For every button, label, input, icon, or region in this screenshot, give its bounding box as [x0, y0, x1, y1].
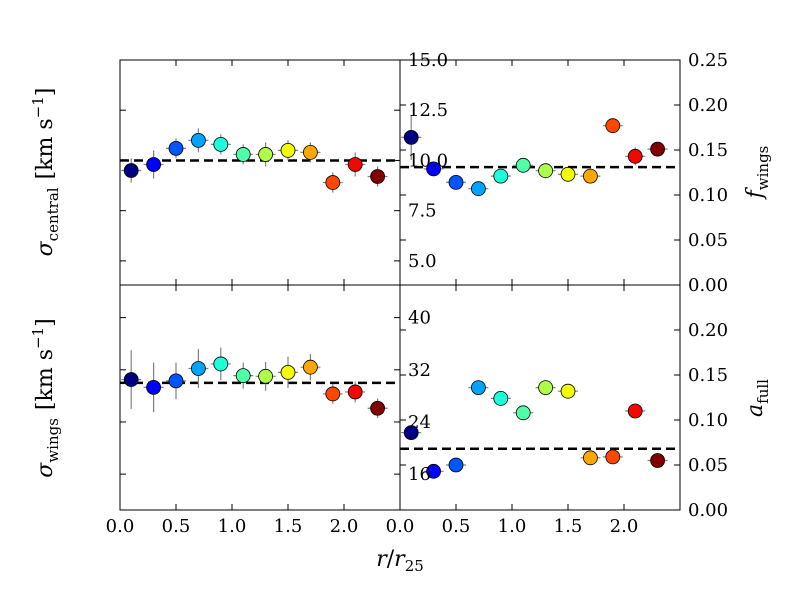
- data-point: [470, 181, 486, 197]
- data-point: [280, 143, 296, 158]
- y-tick-label: 0.25: [688, 50, 728, 71]
- x-tick-label: 0.0: [386, 516, 415, 537]
- data-point: [370, 400, 386, 416]
- y-tick-label: 16: [408, 464, 431, 485]
- y-tick-label: 0.10: [688, 410, 728, 431]
- data-point: [168, 373, 184, 389]
- x-tick-label: 1.0: [498, 516, 527, 537]
- data-point: [123, 163, 139, 178]
- panel-bottom-right: [399, 284, 681, 511]
- y-tick-label: 0.20: [688, 320, 728, 341]
- data-point: [302, 145, 318, 160]
- ylabel-sigma-wings: σwings[km s−1]: [29, 318, 62, 477]
- x-tick-label: 0.0: [106, 516, 135, 537]
- data-point: [426, 463, 442, 479]
- y-tick-label: 5.0: [408, 251, 437, 272]
- data-point: [448, 457, 464, 473]
- data-point: [190, 132, 206, 148]
- data-point: [213, 136, 229, 152]
- y-tick-label: 15.0: [408, 50, 448, 71]
- panel-bottom-left: [119, 284, 401, 511]
- data-point: [325, 386, 341, 402]
- data-point: [235, 147, 251, 162]
- data-point: [347, 157, 363, 172]
- x-tick-label: 2.0: [330, 516, 359, 537]
- data-point: [370, 169, 386, 184]
- y-tick-label: 0.00: [688, 275, 728, 296]
- data-point: [560, 383, 576, 399]
- data-point: [493, 168, 509, 184]
- axes-frame: [399, 284, 681, 511]
- x-tick-label: 1.0: [218, 516, 247, 537]
- ylabel-a-full: afull: [743, 379, 772, 417]
- data-point: [325, 175, 341, 190]
- data-point: [403, 129, 419, 145]
- data-point: [426, 161, 442, 177]
- data-point: [280, 364, 296, 380]
- data-point: [515, 405, 531, 421]
- data-point: [605, 449, 621, 465]
- y-tick-label: 0.15: [688, 140, 728, 161]
- y-tick-label: 0.00: [688, 500, 728, 521]
- y-tick-label: 40: [408, 308, 431, 329]
- y-tick-label: 0.10: [688, 185, 728, 206]
- ylabel-sigma-central: σcentral[km s−1]: [29, 88, 62, 257]
- data-point: [403, 425, 419, 441]
- data-point: [583, 168, 598, 184]
- panel-top-right: [399, 59, 681, 286]
- y-tick-label: 0.15: [688, 365, 728, 386]
- panel-top-left: [119, 59, 401, 286]
- data-point: [560, 166, 576, 182]
- data-point: [146, 379, 162, 395]
- data-point: [627, 148, 643, 164]
- y-tick-label: 0.20: [688, 95, 728, 116]
- data-point: [538, 163, 553, 179]
- data-point: [146, 157, 162, 172]
- data-point: [515, 157, 531, 173]
- x-tick-label: 1.5: [554, 516, 583, 537]
- x-tick-label: 0.5: [442, 516, 471, 537]
- data-point: [168, 140, 184, 156]
- data-point: [258, 147, 274, 162]
- data-point: [470, 380, 486, 396]
- y-tick-label: 0.05: [688, 230, 728, 251]
- data-point: [650, 453, 665, 468]
- data-point: [493, 390, 509, 406]
- y-tick-label: 12.5: [408, 100, 448, 121]
- y-tick-label: 0.05: [688, 455, 728, 476]
- data-point: [448, 174, 464, 190]
- data-point: [347, 384, 363, 400]
- data-point: [235, 368, 251, 384]
- data-point: [123, 372, 139, 387]
- y-tick-label: 32: [408, 360, 431, 381]
- x-tick-label: 2.0: [610, 516, 639, 537]
- data-point: [583, 450, 598, 466]
- data-point: [650, 141, 665, 157]
- data-point: [302, 359, 318, 375]
- xlabel-r-over-r25: r/r25: [376, 547, 424, 575]
- y-tick-label: 24: [408, 412, 431, 433]
- x-tick-label: 0.5: [162, 516, 191, 537]
- data-point: [627, 403, 643, 419]
- data-point: [605, 118, 621, 134]
- y-tick-label: 10.0: [408, 150, 448, 171]
- data-point: [258, 368, 274, 384]
- data-point: [190, 361, 206, 376]
- data-point: [538, 380, 553, 396]
- x-tick-label: 1.5: [274, 516, 303, 537]
- y-tick-label: 7.5: [408, 201, 437, 222]
- data-point: [213, 356, 229, 372]
